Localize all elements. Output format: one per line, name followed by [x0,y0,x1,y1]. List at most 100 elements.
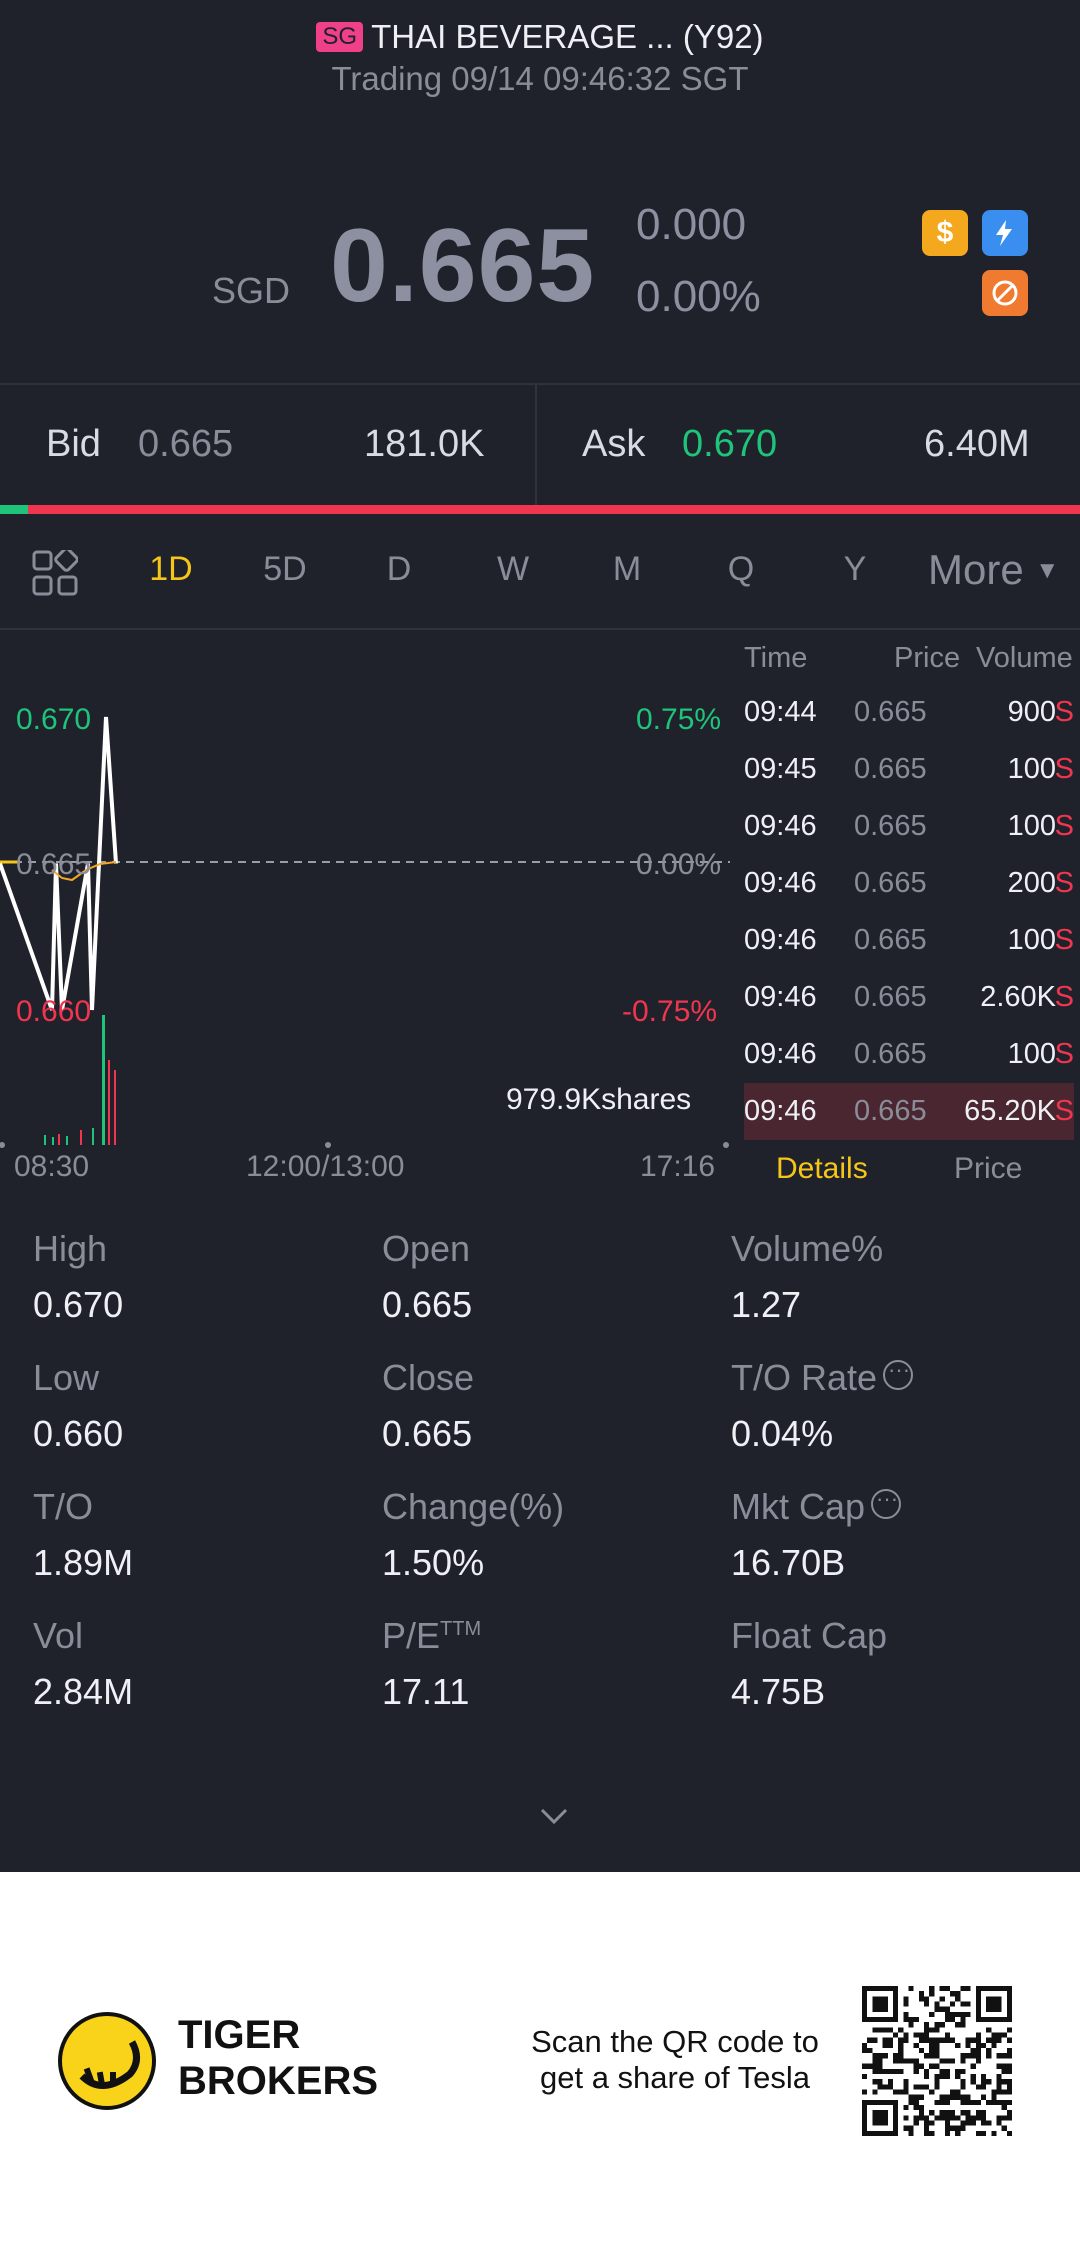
stat-value: 1.50% [382,1542,485,1583]
y-tick-low: 0.660 [16,995,92,1028]
trade-price: 0.665 [854,867,927,899]
brand-line-1: TIGER [178,2013,301,2057]
trade-volume: 100 [1007,924,1056,956]
stat-label: T/O [33,1486,93,1527]
bid-ask-bar[interactable]: Bid 0.665 181.0K Ask 0.670 6.40M [0,385,1080,505]
scan-line-1: Scan the QR code to [531,2024,819,2059]
scan-text: Scan the QR code to get a share of Tesla [520,2024,830,2096]
trade-volume: 100 [1007,1038,1056,1070]
trade-row: 09:46 0.665 100 S [744,1026,1074,1083]
stat-label: Volume% [731,1228,884,1269]
trade-price: 0.665 [854,810,927,842]
divider [535,385,537,505]
trade-row: 09:46 0.665 100 S [744,798,1074,855]
trade-volume: 65.20K [964,1095,1056,1127]
more-info-icon[interactable] [871,1486,902,1519]
tab-1d[interactable]: 1D [149,550,193,588]
trade-price: 0.665 [854,924,927,956]
stat-label: Float Cap [731,1615,888,1656]
more-info-icon[interactable] [883,1357,914,1390]
tab-q[interactable]: Q [727,550,755,588]
tab-y[interactable]: Y [843,550,867,588]
volume-bar [44,1135,46,1145]
trade-volume: 2.60K [980,981,1056,1013]
volume-bars [44,1015,116,1145]
expand-chevron-icon[interactable] [538,1800,570,1832]
tab-details[interactable]: Details [776,1152,868,1185]
trade-price: 0.665 [854,1038,927,1070]
caret-down-icon: ▼ [1035,557,1060,584]
tab-5d[interactable]: 5D [263,550,307,588]
x-tick-end: 17:16 [640,1150,716,1183]
trade-row: 09:46 0.665 200 S [744,855,1074,912]
more-label: More [928,546,1024,593]
trade-time: 09:46 [744,981,817,1013]
col-price: Price [894,642,961,674]
trade-side: S [1054,696,1074,728]
x-tick-mid: 12:00/13:00 [246,1150,405,1183]
last-price: 0.665 [330,208,596,324]
stat-label: Open [382,1228,471,1269]
more-periods-button[interactable]: More ▼ [928,546,1059,594]
volume-bar [114,1070,116,1145]
tiger-logo-icon [58,2012,156,2110]
y-tick-mid: 0.665 [16,848,92,881]
tab-m[interactable]: M [612,550,642,588]
tab-w[interactable]: W [496,550,530,588]
trade-row: 09:46 0.665 2.60K S [744,969,1074,1026]
bid-price: 0.665 [138,423,234,465]
stat-label: Low [33,1357,100,1398]
stat-low: Low 0.660 [33,1357,123,1455]
trade-time: 09:44 [744,696,817,728]
price-change: 0.000 [636,200,747,249]
chart-canvas [0,716,730,1148]
divider [0,628,1080,630]
stat-label: Vol [33,1615,84,1656]
stat-mkt-cap: Mkt Cap 16.70B [731,1486,902,1584]
col-volume: Volume [976,642,1073,674]
bid-strength-bar [0,505,28,514]
trade-time: 09:46 [744,867,817,899]
qr-code-icon [862,1986,1012,2136]
axis-dot [325,1142,331,1148]
stat-label: Change(%) [382,1486,565,1527]
lightning-icon[interactable] [982,210,1028,256]
price-line [0,716,118,1011]
axis-dot [723,1142,729,1148]
stat-vol: Vol 2.84M [33,1615,133,1713]
stock-title: SG THAI BEVERAGE ... (Y92) [0,18,1080,56]
trade-price: 0.665 [854,753,927,785]
stat-label-sup: TTM [440,1618,482,1640]
y-tick-high-pct: 0.75% [636,703,722,736]
trade-volume: 100 [1007,810,1056,842]
brand-name: TIGER BROKERS [178,2012,378,2104]
ask-price: 0.670 [682,423,778,465]
brand-line-2: BROKERS [178,2059,379,2103]
quote-screen [0,0,1080,1872]
tab-price[interactable]: Price [954,1152,1023,1185]
volume-total: 979.9Kshares [506,1083,692,1116]
tab-d[interactable]: D [386,550,412,588]
volume-bar [108,1060,110,1145]
trade-time: 09:46 [744,810,817,842]
stat-close: Close 0.665 [382,1357,474,1455]
volume-bar [102,1015,105,1145]
trade-time: 09:45 [744,753,817,785]
intraday-chart[interactable]: 0.670 0.665 0.660 0.75% 0.00% -0.75% [0,640,740,1190]
trade-time: 09:46 [744,1038,817,1070]
market-badge: SG [316,22,364,52]
blocked-icon[interactable] [982,270,1028,316]
trade-time: 09:46 [744,924,817,956]
ask-label: Ask [582,423,646,465]
stat-value: 16.70B [731,1542,846,1583]
trade-side: S [1054,753,1074,785]
trade-volume: 900 [1007,696,1056,728]
trade-price: 0.665 [854,696,927,728]
trade-row: 09:44 0.665 900 S [744,684,1074,741]
layout-grid-icon[interactable] [32,550,78,596]
trade-row: 09:45 0.665 100 S [744,741,1074,798]
dollar-icon[interactable]: $ [922,210,968,256]
trade-time: 09:46 [744,1095,817,1127]
stat-value: 1.27 [731,1284,802,1325]
y-tick-low-pct: -0.75% [622,995,718,1028]
